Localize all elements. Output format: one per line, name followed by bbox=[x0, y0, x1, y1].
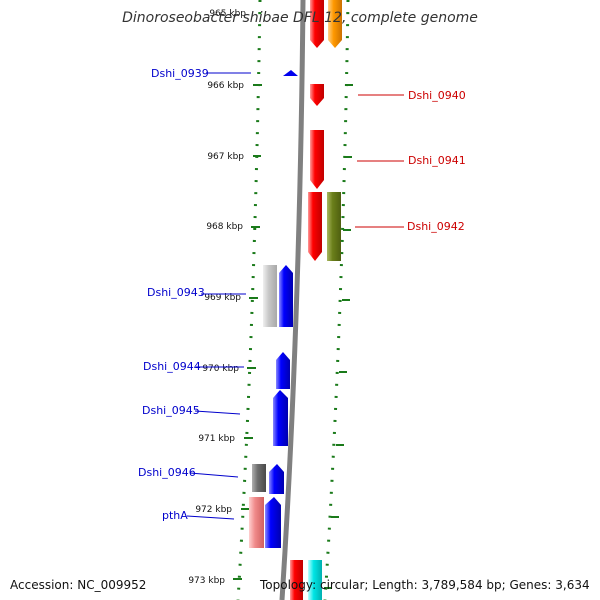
genome-backbone bbox=[279, 0, 306, 600]
kbp-tick-label: 972 kbp bbox=[195, 505, 232, 515]
accession-text: Accession: NC_009952 bbox=[10, 578, 147, 592]
kbp-tick-label: 970 kbp bbox=[202, 364, 239, 374]
kbp-tick-label: 968 kbp bbox=[206, 222, 243, 232]
gene-label-dshi-0939[interactable]: Dshi_0939 bbox=[151, 67, 209, 80]
gene-label-dshi-0943[interactable]: Dshi_0943 bbox=[147, 286, 205, 299]
kbp-tick-label: 965 kbp bbox=[209, 9, 246, 19]
gene-arrow-ptha[interactable] bbox=[265, 497, 281, 548]
gene-arrow[interactable] bbox=[263, 265, 277, 327]
gene-label-dshi-0942[interactable]: Dshi_0942 bbox=[407, 220, 465, 233]
minus-strand-genes bbox=[249, 70, 298, 548]
gene-arrow-dshi-0941[interactable] bbox=[310, 130, 324, 189]
gene-arrow-dshi-0942[interactable] bbox=[327, 192, 341, 261]
kbp-tick-label: 971 kbp bbox=[198, 434, 235, 444]
gene-arrow[interactable] bbox=[290, 560, 303, 600]
gene-arrow[interactable] bbox=[308, 560, 322, 600]
gene-arrow[interactable] bbox=[249, 497, 264, 548]
inner-major-ticks bbox=[233, 84, 262, 580]
kbp-tick-label: 966 kbp bbox=[207, 81, 244, 91]
gene-label-dshi-0946[interactable]: Dshi_0946 bbox=[138, 466, 196, 479]
gene-arrow-dshi-0939[interactable] bbox=[283, 70, 298, 76]
gene-label-ptha[interactable]: pthA bbox=[162, 509, 188, 522]
minus-leader-lines bbox=[186, 72, 251, 520]
gene-label-dshi-0945[interactable]: Dshi_0945 bbox=[142, 404, 200, 417]
outer-major-ticks bbox=[324, 84, 353, 589]
gene-arrow[interactable] bbox=[252, 464, 266, 492]
map-title: Dinoroseobacter shibae DFL 12, complete … bbox=[122, 10, 478, 26]
gene-label-dshi-0941[interactable]: Dshi_0941 bbox=[408, 154, 466, 167]
gene-label-dshi-0944[interactable]: Dshi_0944 bbox=[143, 360, 201, 373]
gene-arrow-dshi-0943[interactable] bbox=[279, 265, 293, 327]
kbp-tick-label: 967 kbp bbox=[207, 152, 244, 162]
kbp-tick-label: 969 kbp bbox=[204, 293, 241, 303]
gene-arrow-dshi-0946[interactable] bbox=[269, 464, 284, 494]
genome-summary-text: Topology: circular; Length: 3,789,584 bp… bbox=[260, 578, 590, 592]
kbp-tick-label: 973 kbp bbox=[188, 576, 225, 586]
gene-arrow[interactable] bbox=[328, 0, 342, 48]
gene-arrow[interactable] bbox=[308, 192, 322, 261]
gene-arrow-dshi-0945[interactable] bbox=[273, 390, 288, 446]
plus-leader-lines bbox=[355, 94, 404, 228]
gene-arrow[interactable] bbox=[310, 0, 324, 48]
gene-arrow-dshi-0940[interactable] bbox=[310, 84, 324, 106]
gene-label-dshi-0940[interactable]: Dshi_0940 bbox=[408, 89, 466, 102]
plus-strand-genes bbox=[290, 0, 342, 600]
gene-arrow-dshi-0944[interactable] bbox=[276, 352, 290, 389]
